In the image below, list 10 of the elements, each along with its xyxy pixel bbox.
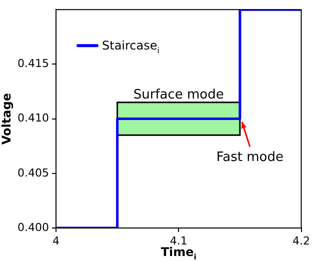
y-tick-label: 0.400: [18, 220, 49, 234]
y-axis-title: Voltage: [0, 93, 14, 145]
x-tick-label: 4: [52, 234, 60, 248]
y-tick-label: 0.415: [18, 57, 49, 70]
band-label: Surface mode: [133, 87, 224, 102]
x-tick-label: 4.1: [170, 234, 188, 248]
y-tick-label: 0.410: [18, 112, 49, 125]
x-tick-label: 4.2: [292, 234, 310, 248]
annotation: Fast mode: [216, 150, 284, 165]
y-tick-label: 0.405: [18, 166, 49, 180]
